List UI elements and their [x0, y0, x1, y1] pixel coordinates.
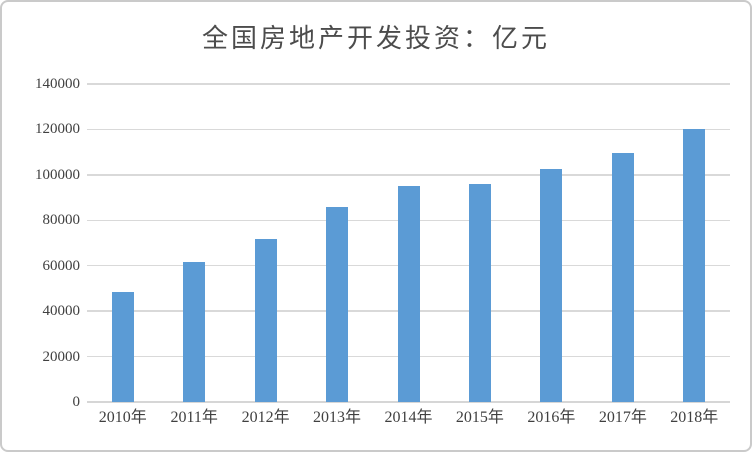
x-tick-label: 2012年 — [241, 409, 290, 426]
bar-2012年 — [254, 238, 277, 402]
x-axis-line — [87, 401, 730, 403]
y-tick-label: 60000 — [42, 257, 81, 274]
gridline — [87, 83, 730, 85]
x-tick-label: 2010年 — [98, 409, 147, 426]
x-tick-label: 2017年 — [598, 409, 647, 426]
y-tick-label: 80000 — [42, 212, 81, 229]
x-tick-label: 2013年 — [313, 409, 362, 426]
y-tick-label: 140000 — [35, 76, 80, 92]
x-tick-label: 2016年 — [527, 409, 576, 426]
y-tick-label: 100000 — [35, 166, 80, 183]
x-tick-label: 2014年 — [384, 409, 433, 426]
bar-2016年 — [540, 168, 563, 402]
bar-2014年 — [397, 186, 420, 402]
bar-2018年 — [683, 128, 706, 402]
y-tick-label: 40000 — [42, 303, 81, 320]
y-tick-label: 0 — [72, 394, 81, 410]
bar-2011年 — [183, 261, 206, 402]
bar-2017年 — [611, 152, 634, 402]
bar-2010年 — [111, 292, 134, 402]
y-tick-label: 20000 — [42, 348, 81, 365]
y-tick-label: 120000 — [35, 121, 80, 138]
x-tick-label: 2015年 — [455, 409, 504, 426]
bar-2013年 — [326, 206, 349, 402]
gridline — [87, 174, 730, 176]
chart-title: 全国房地产开发投资：亿元 — [201, 24, 550, 53]
bar-2015年 — [468, 183, 491, 402]
x-tick-label: 2018年 — [670, 409, 719, 426]
x-tick-label: 2011年 — [170, 409, 218, 426]
gridline — [87, 128, 730, 131]
